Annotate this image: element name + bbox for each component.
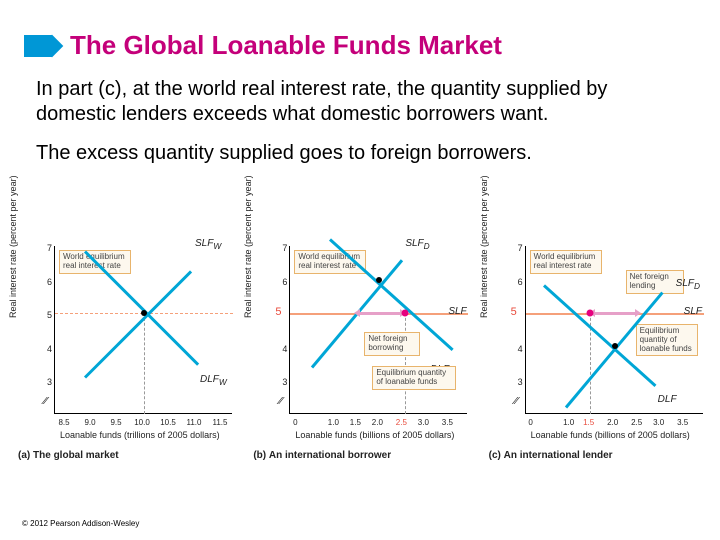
chart-b-panel-label: (b) An international borrower [253,450,391,461]
chart-c-xlabel: Loanable funds (billions of 2005 dollars… [531,430,690,440]
chart-c-panel-label: (c) An international lender [489,450,613,461]
chart-b-pink-dot [402,310,409,317]
chart-c-annot-eq: Equilibrium quantity of loanable funds [636,324,698,356]
chart-c-international-lender: Real interest rate (percent per year) 7 … [481,240,710,490]
chart-c-annot-world: World equilibrium real interest rate [530,250,602,274]
chart-b-arrow-icon [354,309,406,317]
chart-c-plot: World equilibrium real interest rate Net… [525,246,703,414]
title-bullet-icon [24,35,60,57]
charts-row: Real interest rate (percent per year) 7 … [10,240,710,500]
chart-c-intersection-dot [612,343,618,349]
chart-b-red-5: 5 [275,306,281,318]
chart-c-slfd-label: SLFD [676,278,700,291]
chart-b-slfd-label: SLFD [405,238,429,251]
chart-b-international-borrower: Real interest rate (percent per year) 7 … [245,240,474,490]
paragraph-1: In part (c), at the world real interest … [0,69,720,127]
chart-b-annot-eq: Equilibrium quantity of loanable funds [372,366,456,390]
chart-b-xlabel: Loanable funds (billions of 2005 dollars… [295,430,454,440]
chart-c-pink-dot [586,310,593,317]
chart-a-plot: World equilibrium real interest rate SLF… [54,246,232,414]
axis-break-icon: ⁄⁄ [44,396,47,407]
chart-a-dlf-label: DLFW [200,374,227,387]
chart-c-dlf-label: DLF [658,394,677,405]
chart-b-annot-nfb: Net foreign borrowing [364,332,420,356]
chart-a-panel-label: (a) The global market [18,450,119,461]
chart-a-xlabel: Loanable funds (trillions of 2005 dollar… [60,430,220,440]
axis-break-icon: ⁄⁄ [515,396,518,407]
chart-b-ylabel: Real interest rate (percent per year) [243,175,253,318]
chart-b-plot: World equilibrium real interest rate SLF… [289,246,467,414]
chart-a-slf-label: SLFW [195,238,221,251]
copyright-text: © 2012 Pearson Addison-Wesley [22,519,139,528]
slide-header: The Global Loanable Funds Market [0,0,720,69]
chart-a-global-market: Real interest rate (percent per year) 7 … [10,240,239,490]
chart-a-intersection-dot [141,310,147,316]
slide-title: The Global Loanable Funds Market [70,30,502,61]
chart-b-slf-label: SLF [448,306,466,317]
axis-break-icon: ⁄⁄ [279,396,282,407]
chart-a-ylabel: Real interest rate (percent per year) [8,175,18,318]
chart-c-ylabel: Real interest rate (percent per year) [479,175,489,318]
chart-b-intersection-dot [376,277,382,283]
chart-c-red-5: 5 [511,306,517,318]
chart-c-arrow-icon [589,309,641,317]
chart-c-slf-label: SLF [684,306,702,317]
paragraph-2: The excess quantity supplied goes to for… [0,127,720,166]
